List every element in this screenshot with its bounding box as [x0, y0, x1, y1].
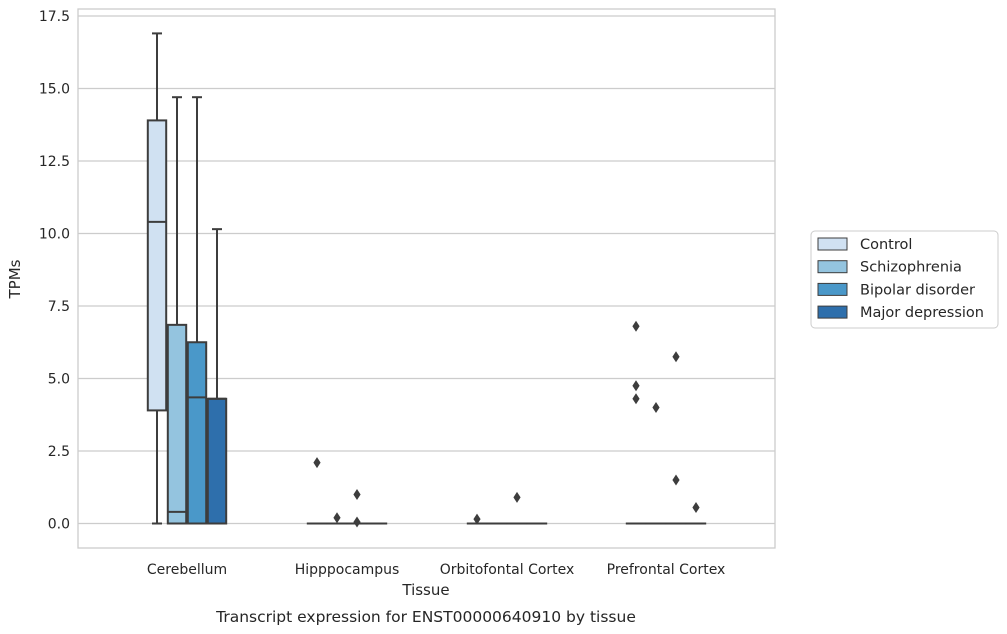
- box-series: [146, 32, 707, 528]
- box-group: [326, 512, 348, 525]
- outlier-point: [692, 502, 700, 514]
- box-group: [206, 228, 228, 525]
- box-group: [346, 489, 368, 528]
- outlier-point: [333, 512, 341, 524]
- x-tick-label: Hipppocampus: [295, 562, 400, 578]
- box: [166, 323, 188, 525]
- y-tick-label: 10.0: [39, 227, 70, 243]
- outlier-point: [632, 320, 640, 332]
- box: [146, 119, 168, 412]
- box-group: [166, 96, 188, 525]
- legend-frame: [810, 230, 999, 329]
- outlier-point: [652, 402, 660, 413]
- legend-swatch: [817, 305, 848, 319]
- x-tick-label: Orbitofontal Cortex: [440, 562, 575, 578]
- x-tick-label: Prefrontal Cortex: [607, 562, 726, 578]
- y-tick-label: 7.5: [48, 299, 70, 315]
- outlier-point: [353, 489, 361, 500]
- legend-label: Control: [860, 237, 912, 253]
- legend-label: Major depression: [860, 305, 984, 321]
- y-tick-label: 15.0: [39, 82, 70, 98]
- legend-label: Bipolar disorder: [860, 282, 975, 298]
- legend-swatch: [817, 260, 848, 274]
- box-group: [625, 320, 647, 525]
- y-tick-label: 12.5: [39, 154, 70, 170]
- outlier-point: [353, 516, 361, 528]
- box-group: [665, 351, 687, 525]
- outlier-point: [672, 474, 680, 486]
- y-axis-title: TPMs: [6, 259, 24, 299]
- box-group: [146, 32, 168, 525]
- x-tick-labels: Cerebellum Hipppocampus Orbitofontal Corte…: [147, 562, 725, 578]
- legend: Control Schizophrenia Bipolar disorder Majo…: [810, 230, 999, 329]
- y-tick-label: 0.0: [48, 517, 70, 533]
- box-group: [645, 402, 667, 525]
- outlier-point: [632, 380, 640, 392]
- outlier-point: [473, 513, 481, 525]
- box-group: [466, 513, 488, 525]
- plot-frame: [77, 8, 776, 549]
- box: [206, 397, 228, 525]
- y-tick-label: 17.5: [39, 9, 70, 25]
- box-group: [186, 96, 208, 525]
- outlier-point: [513, 491, 521, 503]
- box: [186, 341, 208, 525]
- legend-swatch: [817, 282, 848, 296]
- x-tick-label: Cerebellum: [147, 562, 227, 578]
- box-group: [306, 457, 328, 525]
- box-group: [506, 491, 528, 525]
- chart-caption: Transcript expression for ENST0000064091…: [215, 608, 636, 626]
- box-group: [685, 502, 707, 525]
- outlier-point: [672, 351, 680, 363]
- y-tick-labels: 0.0 2.5 5.0 7.5 10.0 12.5 15.0 17.5: [39, 9, 70, 533]
- x-axis-title: Tissue: [401, 581, 449, 599]
- outlier-point: [632, 393, 640, 405]
- legend-label: Schizophrenia: [860, 260, 962, 276]
- legend-swatch: [817, 237, 848, 251]
- y-tick-label: 2.5: [48, 444, 70, 460]
- outlier-point: [313, 457, 321, 469]
- y-tick-label: 5.0: [48, 372, 70, 388]
